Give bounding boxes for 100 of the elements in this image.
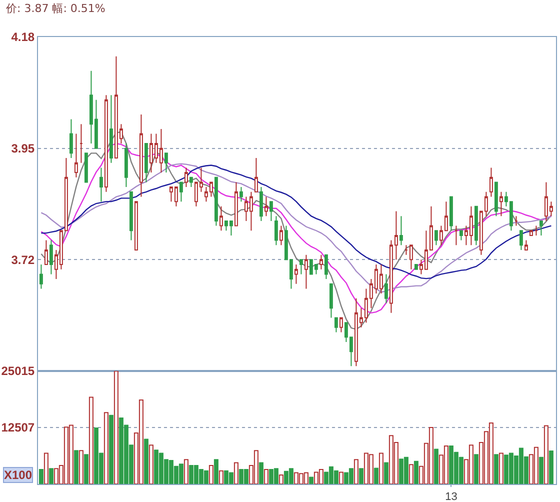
candlestick [79, 124, 83, 164]
bar [218, 470, 224, 484]
candlestick [449, 196, 453, 232]
y-tick-label: 4.18 [11, 30, 35, 44]
candlestick [339, 317, 343, 333]
candlestick [494, 182, 498, 217]
candlestick [234, 182, 238, 226]
y-tick-label: 3.72 [11, 252, 35, 267]
candlestick [434, 230, 438, 246]
candlestick [39, 264, 43, 290]
candlestick [184, 167, 188, 188]
candlestick [499, 191, 503, 217]
candlestick [69, 118, 73, 159]
y-axis-title: X100 [4, 468, 32, 482]
candlestick [134, 201, 138, 250]
bar [104, 412, 108, 484]
candlestick [109, 94, 113, 164]
candlestick [164, 152, 168, 174]
bar [354, 459, 358, 484]
bar [214, 459, 218, 484]
candlestick [49, 240, 53, 275]
candlestick [99, 167, 103, 202]
candlestick [329, 283, 333, 318]
bar [78, 450, 84, 484]
candlestick [384, 274, 388, 304]
candlestick [124, 142, 128, 188]
candlestick [519, 230, 523, 250]
candlestick [319, 254, 323, 270]
bar [84, 454, 88, 484]
bar [264, 469, 268, 484]
bar [208, 464, 214, 484]
bar [48, 468, 54, 484]
candlestick [189, 176, 193, 188]
candlestick [514, 216, 518, 226]
candlestick [144, 142, 148, 183]
y-tick-label: 12507 [1, 420, 35, 435]
candlestick [404, 244, 408, 256]
candlestick [214, 176, 218, 226]
candlestick [129, 191, 133, 241]
bar [474, 454, 478, 484]
bar [408, 464, 414, 484]
candlestick [179, 182, 183, 202]
candlestick [459, 230, 463, 241]
candlestick [44, 240, 48, 266]
bar [538, 456, 544, 484]
candlestick [139, 114, 143, 198]
text: 价: 3.87 幅: 0.51% [5, 2, 106, 15]
bar [338, 472, 344, 484]
candlestick [334, 317, 338, 333]
bar [494, 454, 498, 484]
bar [544, 425, 548, 484]
candlestick [269, 201, 273, 222]
bar [384, 462, 388, 484]
bar [108, 414, 114, 484]
bar [88, 396, 94, 484]
candlestick [304, 254, 308, 290]
candlestick [239, 186, 243, 202]
candlestick [274, 216, 278, 246]
candlestick [539, 220, 543, 236]
y-tick-label: 25015 [1, 364, 35, 378]
candlestick [399, 216, 403, 246]
candlestick [259, 186, 263, 222]
bar [144, 438, 148, 484]
bar [114, 371, 118, 484]
candlestick [84, 152, 88, 183]
bar [374, 468, 378, 484]
candlestick [299, 259, 303, 275]
bar [38, 469, 44, 484]
bar [414, 460, 418, 484]
bar [74, 450, 78, 484]
candlestick [409, 244, 413, 270]
bar [498, 452, 504, 484]
candlestick [219, 206, 223, 232]
candlestick [489, 167, 493, 198]
bar [358, 468, 364, 484]
y-tick-label: 3.95 [11, 142, 35, 156]
candlestick [414, 264, 418, 270]
bar [234, 462, 238, 484]
bar [308, 476, 314, 484]
bar [258, 462, 264, 484]
candlestick [294, 264, 298, 284]
candlestick [279, 225, 283, 246]
candlestick [324, 254, 328, 280]
bar [148, 444, 154, 484]
candlestick [524, 240, 528, 250]
candlestick [454, 225, 458, 246]
candlestick [474, 206, 478, 246]
candlestick [534, 225, 538, 236]
x-tick-label: 13 [445, 491, 458, 502]
bar [44, 452, 48, 484]
bar [434, 448, 438, 484]
candlestick [104, 94, 108, 192]
bar [184, 459, 188, 484]
candlestick [264, 196, 268, 217]
bar [278, 474, 284, 484]
candlestick [254, 158, 258, 192]
candlestick [529, 230, 533, 236]
candlestick [74, 133, 78, 178]
bar [548, 450, 554, 484]
bar [378, 452, 384, 484]
